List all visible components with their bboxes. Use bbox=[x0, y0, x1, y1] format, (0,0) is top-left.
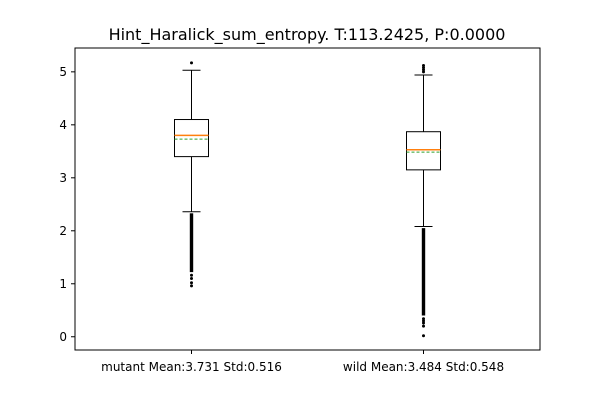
outlier-point bbox=[190, 284, 193, 288]
outlier-point bbox=[422, 317, 425, 321]
y-tick-label: 2 bbox=[59, 224, 67, 238]
outlier-point bbox=[422, 70, 425, 74]
y-tick-label: 0 bbox=[59, 330, 67, 344]
box-iqr bbox=[406, 131, 441, 171]
y-tick-label: 3 bbox=[59, 171, 67, 185]
y-tick-label: 1 bbox=[59, 277, 67, 291]
outlier-point bbox=[190, 273, 193, 277]
outlier-point bbox=[422, 324, 425, 328]
plot-frame bbox=[74, 47, 541, 351]
y-tick-label: 5 bbox=[59, 65, 67, 79]
x-tick-label: wild Mean:3.484 Std:0.548 bbox=[343, 360, 504, 374]
outlier-point bbox=[190, 61, 193, 65]
outlier-point bbox=[190, 276, 193, 280]
outlier-point bbox=[190, 281, 193, 285]
outlier-point bbox=[422, 66, 425, 70]
x-tick-label: mutant Mean:3.731 Std:0.516 bbox=[101, 360, 282, 374]
outlier-point bbox=[422, 63, 425, 67]
outlier-point bbox=[422, 68, 425, 72]
chart-title: Hint_Haralick_sum_entropy. T:113.2425, P… bbox=[109, 25, 506, 45]
outlier-point bbox=[422, 321, 425, 325]
outlier-point bbox=[422, 319, 425, 323]
outlier-point bbox=[422, 334, 425, 338]
y-tick-label: 4 bbox=[59, 118, 67, 132]
box-iqr bbox=[174, 119, 209, 158]
